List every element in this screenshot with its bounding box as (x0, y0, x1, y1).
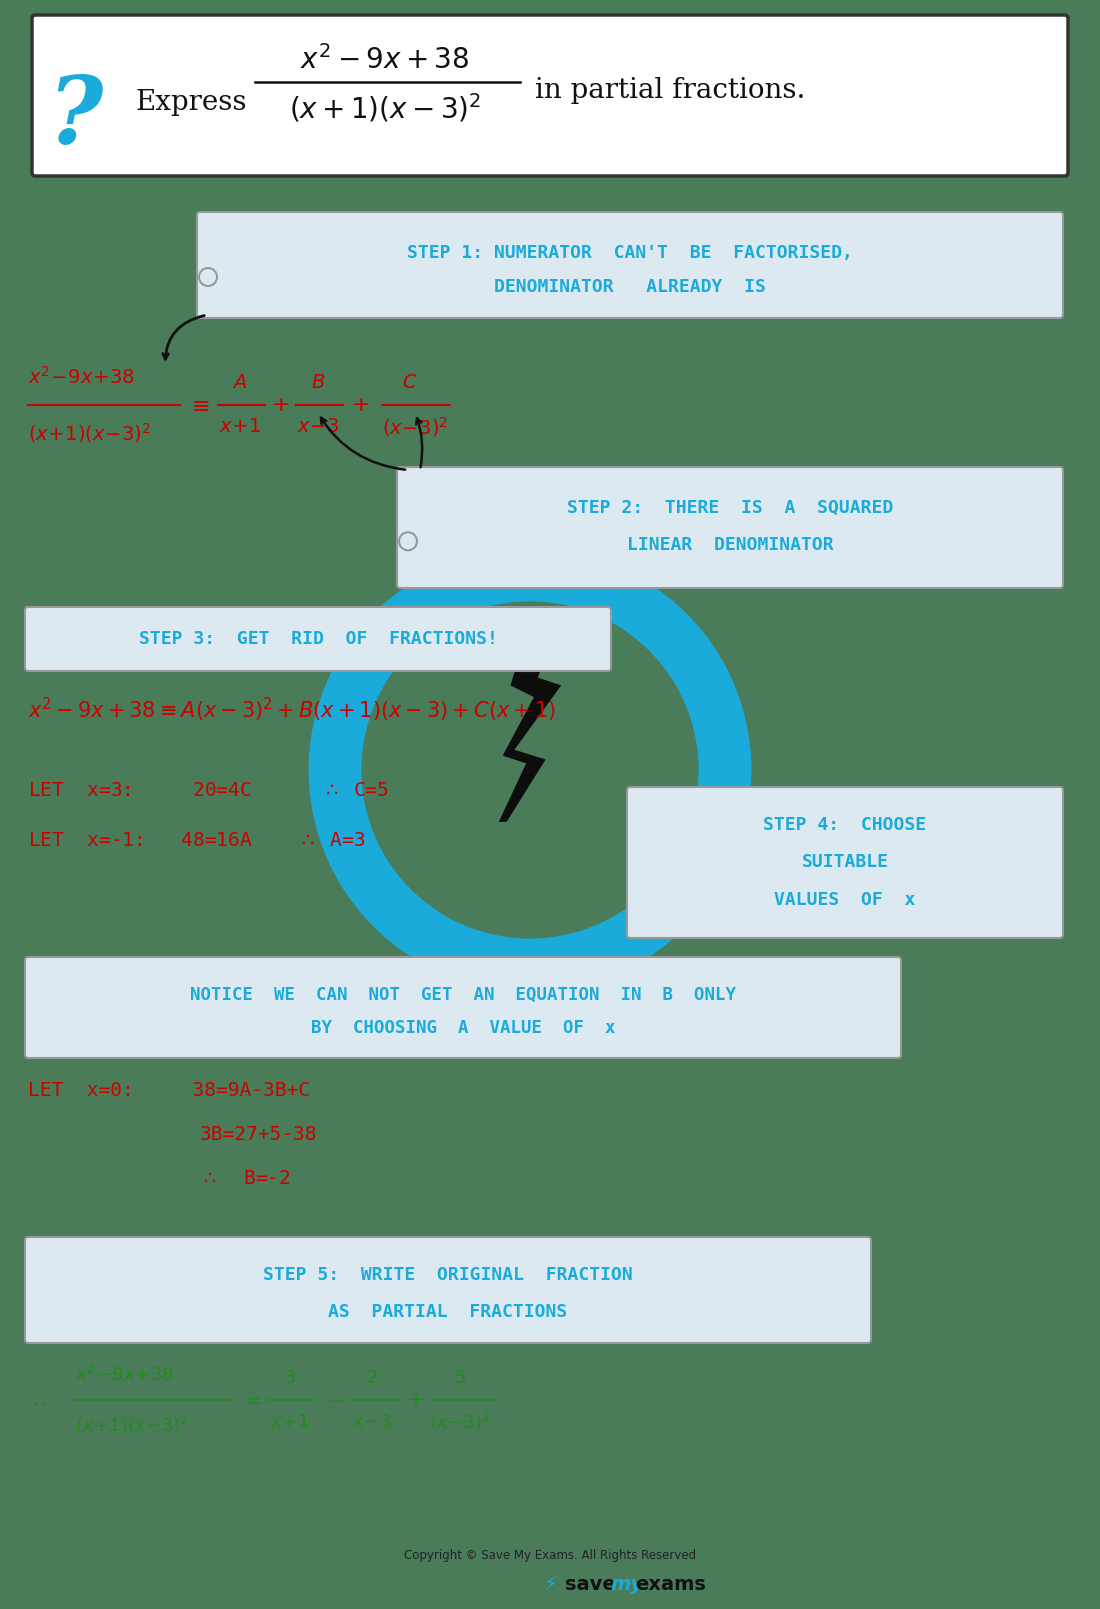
Text: Express: Express (135, 88, 246, 116)
Text: $C$: $C$ (403, 373, 418, 393)
Text: $x\!+\!1$: $x\!+\!1$ (219, 418, 261, 436)
Text: $=$: $=$ (239, 1389, 262, 1411)
Text: $B$: $B$ (311, 373, 326, 393)
Text: $x\!-\!3$: $x\!-\!3$ (352, 1413, 392, 1430)
Text: STEP 2:  THERE  IS  A  SQUARED: STEP 2: THERE IS A SQUARED (566, 499, 893, 516)
Text: $3$: $3$ (284, 1369, 296, 1387)
Text: my: my (610, 1575, 643, 1595)
Text: $+$: $+$ (271, 394, 289, 415)
Text: LET  x=0:     38=9A-3B+C: LET x=0: 38=9A-3B+C (28, 1081, 310, 1099)
Text: $x^2 - 9x + 38 \equiv A(x-3)^2 + B(x+1)(x-3) + C(x+1)$: $x^2 - 9x + 38 \equiv A(x-3)^2 + B(x+1)(… (28, 697, 556, 724)
FancyBboxPatch shape (197, 212, 1063, 319)
FancyBboxPatch shape (397, 467, 1063, 587)
Text: NOTICE  WE  CAN  NOT  GET  AN  EQUATION  IN  B  ONLY: NOTICE WE CAN NOT GET AN EQUATION IN B O… (190, 986, 736, 1004)
Text: $(x + 1)(x - 3)^2$: $(x + 1)(x - 3)^2$ (289, 92, 481, 124)
Text: in partial fractions.: in partial fractions. (535, 77, 805, 103)
Text: LET  x=-1:   48=16A    $\therefore$ A=3: LET x=-1: 48=16A $\therefore$ A=3 (28, 830, 365, 850)
Text: $x^2\!-\!9x\!+\!38$: $x^2\!-\!9x\!+\!38$ (75, 1364, 174, 1385)
Text: STEP 3:  GET  RID  OF  FRACTIONS!: STEP 3: GET RID OF FRACTIONS! (139, 631, 497, 648)
FancyBboxPatch shape (32, 14, 1068, 175)
Text: $2$: $2$ (366, 1369, 378, 1387)
Text: $+$: $+$ (351, 394, 370, 415)
Text: $x^2 - 9x + 38$: $x^2 - 9x + 38$ (300, 45, 470, 76)
Text: ?: ? (47, 72, 102, 163)
Text: $\therefore$: $\therefore$ (28, 1389, 47, 1411)
FancyBboxPatch shape (627, 787, 1063, 938)
Text: $5$: $5$ (454, 1369, 466, 1387)
Text: STEP 4:  CHOOSE: STEP 4: CHOOSE (763, 816, 926, 833)
Text: $\therefore$  B=-2: $\therefore$ B=-2 (200, 1168, 290, 1187)
Text: Copyright © Save My Exams. All Rights Reserved: Copyright © Save My Exams. All Rights Re… (404, 1548, 696, 1561)
Text: 3B=27+5-38: 3B=27+5-38 (200, 1126, 318, 1144)
Text: $(x\!+\!1)(x\!-\!3)^2$: $(x\!+\!1)(x\!-\!3)^2$ (28, 422, 151, 446)
Text: BY  CHOOSING  A  VALUE  OF  x: BY CHOOSING A VALUE OF x (310, 1018, 615, 1036)
Text: AS  PARTIAL  FRACTIONS: AS PARTIAL FRACTIONS (329, 1303, 568, 1321)
Text: $+$: $+$ (406, 1390, 425, 1409)
FancyBboxPatch shape (25, 1237, 871, 1344)
Text: $\equiv$: $\equiv$ (187, 394, 209, 417)
Polygon shape (498, 639, 561, 822)
Text: exams: exams (635, 1575, 706, 1595)
Text: $(x\!-\!3)^2$: $(x\!-\!3)^2$ (429, 1411, 491, 1434)
Text: $x^2\!-\!9x\!+\!38$: $x^2\!-\!9x\!+\!38$ (28, 367, 135, 388)
Text: LINEAR  DENOMINATOR: LINEAR DENOMINATOR (627, 536, 834, 553)
Text: STEP 5:  WRITE  ORIGINAL  FRACTION: STEP 5: WRITE ORIGINAL FRACTION (263, 1266, 632, 1284)
Text: $x\!+\!1$: $x\!+\!1$ (271, 1413, 309, 1430)
FancyBboxPatch shape (25, 607, 610, 671)
FancyBboxPatch shape (25, 957, 901, 1059)
Text: save: save (565, 1575, 616, 1595)
Text: DENOMINATOR   ALREADY  IS: DENOMINATOR ALREADY IS (494, 278, 766, 296)
Text: STEP 1: NUMERATOR  CAN'T  BE  FACTORISED,: STEP 1: NUMERATOR CAN'T BE FACTORISED, (407, 245, 852, 262)
Text: SUITABLE: SUITABLE (802, 853, 889, 870)
Text: $-$: $-$ (326, 1390, 344, 1409)
Text: ⚡: ⚡ (543, 1575, 557, 1595)
Text: $A$: $A$ (232, 373, 248, 393)
Text: $x\!-\!3$: $x\!-\!3$ (297, 418, 339, 436)
Text: $(x\!+\!1)(x\!-\!3)^2$: $(x\!+\!1)(x\!-\!3)^2$ (75, 1414, 189, 1437)
Text: VALUES  OF  x: VALUES OF x (774, 891, 915, 909)
Text: $(x\!-\!3)^2$: $(x\!-\!3)^2$ (382, 415, 448, 439)
Text: LET  x=3:     20=4C      $\therefore$ C=5: LET x=3: 20=4C $\therefore$ C=5 (28, 780, 388, 800)
